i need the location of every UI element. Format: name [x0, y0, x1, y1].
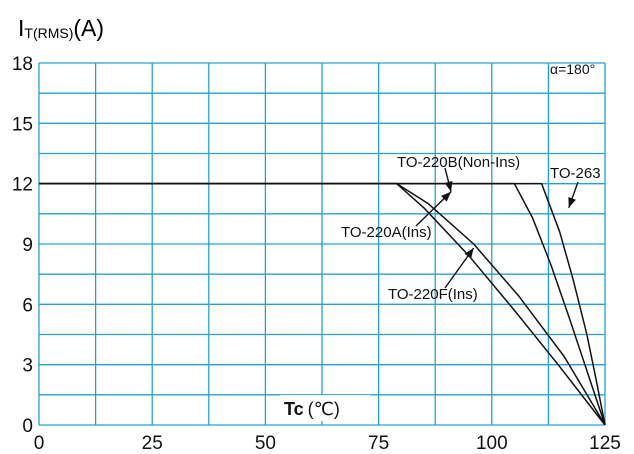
y-tick-label: 3 — [22, 356, 33, 377]
x-axis-title-bg — [280, 395, 370, 421]
annotation-to220b: TO-220B(Non-Ins) — [397, 154, 520, 171]
y-tick-labels: 0 3 6 9 12 15 18 — [12, 54, 33, 437]
annotation-arrow-head — [568, 197, 576, 208]
y-tick-label: 6 — [22, 295, 33, 316]
annotation-arrow-head — [441, 191, 452, 202]
y-axis-title-unit: (A) — [73, 15, 104, 41]
x-tick-label: 75 — [368, 433, 389, 454]
annotation-arrow-head — [444, 181, 453, 192]
x-axis-title: Tc (℃) — [284, 399, 340, 419]
x-axis-title-main: Tc — [284, 399, 304, 419]
annotation-to263: TO-263 — [550, 165, 601, 182]
x-tick-labels: 0 25 50 75 100 125 — [34, 433, 621, 454]
x-tick-label: 50 — [255, 433, 276, 454]
annotation-arrows — [415, 167, 579, 289]
x-tick-label: 125 — [589, 433, 621, 454]
y-tick-label: 15 — [12, 114, 33, 135]
x-tick-label: 0 — [34, 433, 45, 454]
series-line — [39, 182, 606, 426]
grid — [38, 62, 606, 426]
annotation-to220a: TO-220A(Ins) — [341, 224, 432, 241]
y-tick-label: 12 — [12, 175, 33, 196]
annotation-to220f: TO-220F(Ins) — [388, 286, 478, 303]
x-tick-label: 100 — [476, 433, 508, 454]
y-tick-label: 18 — [12, 54, 33, 75]
y-tick-label: 0 — [22, 416, 33, 437]
x-axis-title-unit: (℃) — [308, 399, 340, 419]
condition-label: α=180° — [550, 61, 595, 77]
y-tick-label: 9 — [22, 235, 33, 256]
annotation-arrow-head — [464, 248, 474, 259]
y-axis-title-sub: T(RMS) — [24, 25, 73, 41]
y-axis-title: IT(RMS)(A) — [18, 15, 104, 41]
y-axis-title-main: I — [18, 15, 24, 41]
x-tick-label: 25 — [142, 433, 163, 454]
